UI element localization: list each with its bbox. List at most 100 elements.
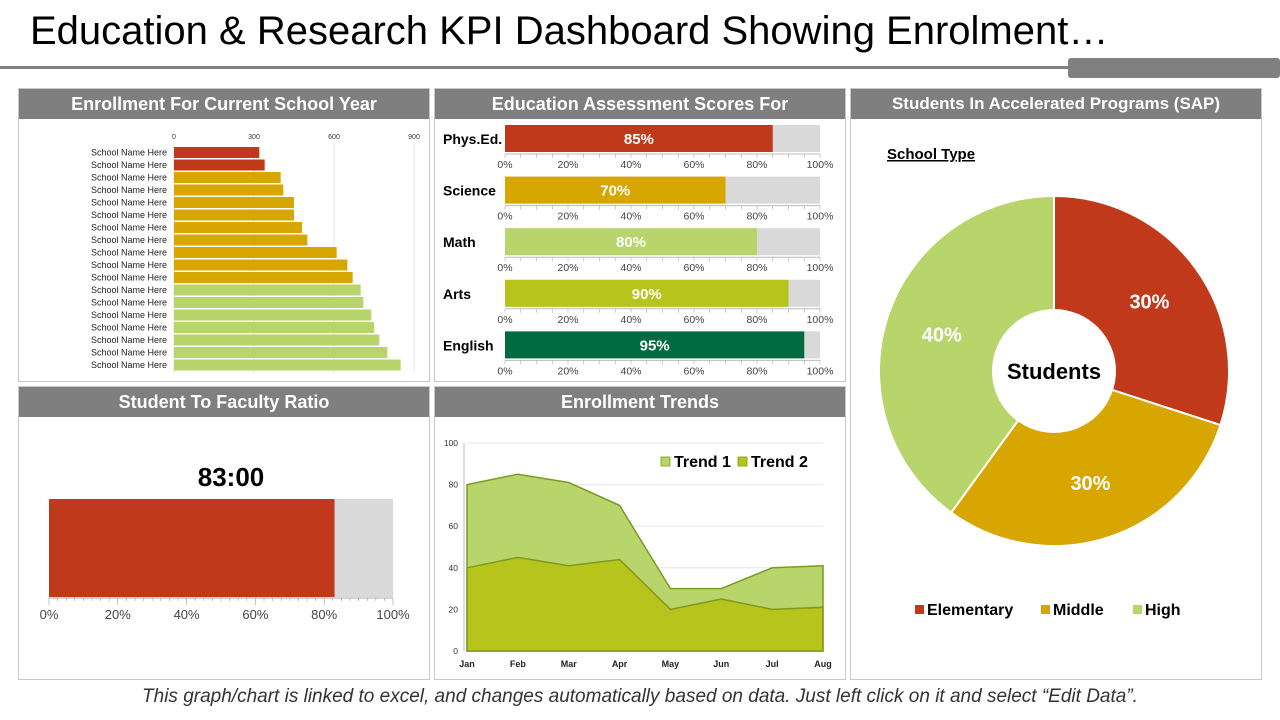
assessment-x-tick: 100% (807, 262, 834, 274)
assessment-x-tick: 80% (746, 314, 767, 326)
assessment-x-tick: 0% (497, 159, 512, 171)
sap-legend-label: Elementary (927, 602, 1013, 619)
assessment-category-label: English (443, 337, 494, 353)
assessment-value-label: 90% (632, 286, 662, 303)
enrollment-bar (174, 147, 260, 158)
assessment-x-tick: 80% (746, 365, 767, 377)
assessment-x-tick: 0% (497, 262, 512, 274)
sap-donut-hole (992, 309, 1116, 433)
sap-subtitle: School Type (887, 146, 975, 163)
assessment-bar (505, 176, 726, 204)
enrollment-bar (174, 259, 348, 271)
enrollment-bar (174, 272, 353, 283)
sap-pie-slice (878, 194, 1055, 514)
enrollment-category-label: School Name Here (91, 160, 167, 170)
ratio-x-tick: 80% (311, 607, 337, 622)
assessment-category-label: Phys.Ed. (443, 131, 502, 147)
assessment-x-tick: 100% (807, 211, 834, 223)
assessment-x-tick: 80% (746, 211, 767, 223)
enrollment-chart[interactable]: 0 300 600 900 School Name Here School Name He… (19, 89, 431, 383)
assessment-category-label: Arts (443, 286, 471, 302)
enrollment-x-tick: 600 (328, 134, 340, 141)
enrollment-category-label: School Name Here (91, 210, 167, 220)
trends-legend-label: Trend 1 (674, 454, 731, 471)
enrollment-category-label: School Name Here (91, 298, 167, 308)
assessment-chart[interactable]: 85%Phys.Ed.0% 20% 40% 60% 80% 100%70%Science0… (435, 89, 847, 383)
assessment-x-tick: 0% (497, 211, 512, 223)
ratio-panel-header: Student To Faculty Ratio (19, 387, 429, 417)
sap-legend-label: Middle (1053, 602, 1104, 619)
assessment-bar (505, 228, 757, 256)
assessment-x-tick: 40% (620, 159, 641, 171)
enrollment-category-label: School Name Here (91, 323, 167, 333)
assessment-panel-header: Education Assessment Scores For (435, 89, 845, 119)
sap-slice-label: 40% (922, 325, 962, 347)
sap-chart[interactable]: School Type 30% 30% 40% Students Elementary Mi… (851, 89, 1263, 681)
sap-slice-label: 30% (1070, 473, 1110, 495)
ratio-x-tick: 100% (376, 607, 410, 622)
ratio-x-tick: 60% (242, 607, 268, 622)
ratio-bar (49, 499, 335, 597)
trends-legend-swatch (737, 456, 748, 467)
assessment-panel: Education Assessment Scores For 85% Phys.… (434, 88, 846, 382)
trends-area (466, 556, 824, 652)
enrollment-bar (174, 184, 284, 196)
trends-x-tick: Feb (510, 659, 527, 669)
ratio-x-tick: 0% (40, 607, 59, 622)
trends-x-tick: Apr (612, 659, 628, 669)
enrollment-bar (174, 234, 308, 246)
trends-y-tick: 40 (449, 563, 459, 573)
enrollment-bar (174, 309, 372, 321)
trends-chart[interactable]: 0 20 40 60 80 100 Jan Feb Mar Apr May Jun Jul Aug Tren… (435, 387, 847, 681)
page-title: Education & Research KPI Dashboard Showi… (30, 9, 1109, 53)
assessment-x-tick: 20% (557, 314, 578, 326)
sap-legend-label: High (1145, 602, 1181, 619)
trends-x-tick: May (662, 659, 680, 669)
enrollment-category-label: School Name Here (91, 310, 167, 320)
enrollment-category-label: School Name Here (91, 148, 167, 158)
enrollment-category-label: School Name Here (91, 348, 167, 358)
enrollment-category-label: School Name Here (91, 335, 167, 345)
assessment-x-tick: 60% (683, 159, 704, 171)
sap-panel: Students In Accelerated Programs (SAP) S… (850, 88, 1262, 680)
enrollment-x-tick: 300 (248, 134, 260, 141)
enrollment-category-label: School Name Here (91, 173, 167, 183)
enrollment-bar (174, 359, 401, 371)
assessment-x-tick: 40% (620, 211, 641, 223)
assessment-x-tick: 0% (497, 365, 512, 377)
assessment-x-tick: 20% (557, 159, 578, 171)
trends-panel-header: Enrollment Trends (435, 387, 845, 417)
trends-x-tick: Aug (814, 659, 832, 669)
enrollment-category-label: School Name Here (91, 360, 167, 370)
assessment-bar (505, 279, 789, 307)
assessment-x-tick: 100% (807, 159, 834, 171)
enrollment-x-tick: 0 (172, 134, 176, 141)
footer-note: This graph/chart is linked to excel, and… (142, 686, 1138, 707)
assessment-x-tick: 60% (683, 365, 704, 377)
enrollment-bar (174, 172, 281, 183)
assessment-x-tick: 40% (620, 365, 641, 377)
enrollment-panel: Enrollment For Current School Year 0 300 6… (18, 88, 430, 382)
assessment-x-tick: 20% (557, 262, 578, 274)
ratio-chart[interactable]: 83:00 0% 20% 40% 60% 80% 100% (19, 387, 431, 681)
trends-y-tick: 60 (449, 521, 459, 531)
sap-panel-header: Students In Accelerated Programs (SAP) (851, 89, 1261, 119)
ratio-x-tick: 40% (174, 607, 200, 622)
assessment-x-tick: 20% (557, 211, 578, 223)
assessment-x-tick: 40% (620, 314, 641, 326)
trends-x-tick: Jan (459, 659, 475, 669)
assessment-x-tick: 100% (807, 365, 834, 377)
assessment-category-label: Science (443, 183, 496, 199)
title-divider-tab (1068, 58, 1280, 78)
enrollment-category-label: School Name Here (91, 248, 167, 258)
assessment-value-label: 80% (616, 234, 646, 251)
ratio-x-tick: 20% (105, 607, 131, 622)
enrollment-category-label: School Name Here (91, 223, 167, 233)
sap-slice-label: 30% (1129, 292, 1169, 314)
enrollment-bar (174, 222, 302, 233)
enrollment-bar (174, 159, 265, 171)
enrollment-category-label: School Name Here (91, 260, 167, 270)
enrollment-category-label: School Name Here (91, 235, 167, 245)
sap-pie-slice (949, 369, 1222, 547)
trends-x-tick: Jul (766, 659, 779, 669)
